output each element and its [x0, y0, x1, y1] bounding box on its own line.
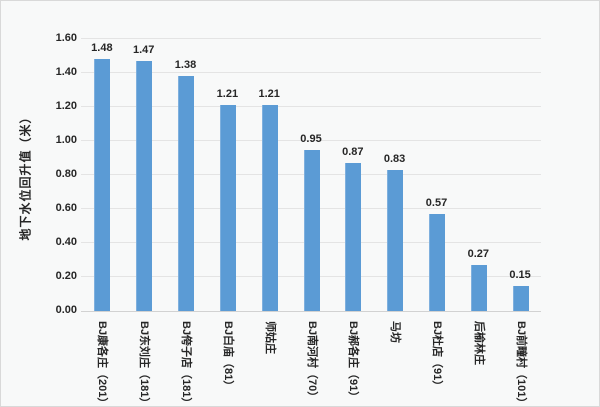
x-category-label: BJ侉子店（181） [180, 321, 192, 407]
y-tick-label: 1.60 [55, 32, 77, 44]
x-category-label: 后榆林庄 [472, 321, 485, 365]
bar-value-label: 1.38 [174, 59, 197, 72]
bar-value-label: 0.83 [383, 152, 406, 165]
bar-value-label: 1.48 [91, 42, 113, 55]
bar-value-label: 1.21 [258, 88, 280, 101]
y-axis-title-text: 地下水位回升值（米） [18, 109, 33, 241]
x-category-label: BJ前疃村（101） [514, 321, 527, 407]
y-tick-label: 0.20 [55, 270, 77, 282]
y-tick-label: 1.40 [55, 66, 77, 78]
y-tick-label: 0.00 [55, 304, 77, 316]
gridline [81, 106, 541, 107]
bar [261, 105, 278, 311]
bar [512, 285, 529, 311]
x-category-label: BJ郝各庄（91） [347, 321, 360, 403]
gridline [81, 140, 541, 141]
gridline [81, 72, 541, 73]
bar [178, 76, 194, 311]
x-category-label: BJ杜店（91） [431, 321, 443, 392]
bar-value-label: 1.47 [132, 44, 155, 57]
gridline [81, 38, 541, 39]
bar [387, 169, 404, 311]
bar-value-label: 0.15 [509, 268, 531, 281]
x-category-label: BJ南河村（70） [305, 321, 318, 403]
bar-value-label: 0.95 [300, 132, 322, 145]
y-tick-label: 0.40 [55, 236, 77, 248]
bar [303, 149, 320, 311]
y-tick-label: 1.00 [55, 134, 77, 146]
bar-value-label: 0.27 [467, 248, 490, 261]
x-category-label: 马坊 [389, 321, 402, 343]
plot-area [81, 38, 541, 312]
x-category-label: 师姑庄 [263, 321, 276, 354]
bar [94, 59, 111, 311]
bar-value-label: 0.57 [425, 197, 448, 210]
bar-value-label: 0.87 [342, 146, 364, 159]
bar-value-label: 1.21 [216, 88, 239, 101]
bar [345, 163, 362, 311]
bar [429, 214, 445, 311]
bar [470, 265, 487, 311]
bar [219, 105, 236, 311]
y-tick-label: 0.60 [55, 202, 77, 214]
x-axis-line [81, 311, 541, 312]
y-tick-label: 1.20 [55, 100, 77, 112]
x-category-label: BJ康各庄（201） [96, 321, 109, 407]
y-tick-label: 0.80 [55, 168, 77, 180]
y-axis-title: 地下水位回升值（米） [11, 39, 39, 311]
bar [136, 61, 153, 311]
x-category-label: BJ白庙（81） [221, 321, 234, 392]
x-category-label: BJ东刘庄（181） [138, 321, 151, 407]
